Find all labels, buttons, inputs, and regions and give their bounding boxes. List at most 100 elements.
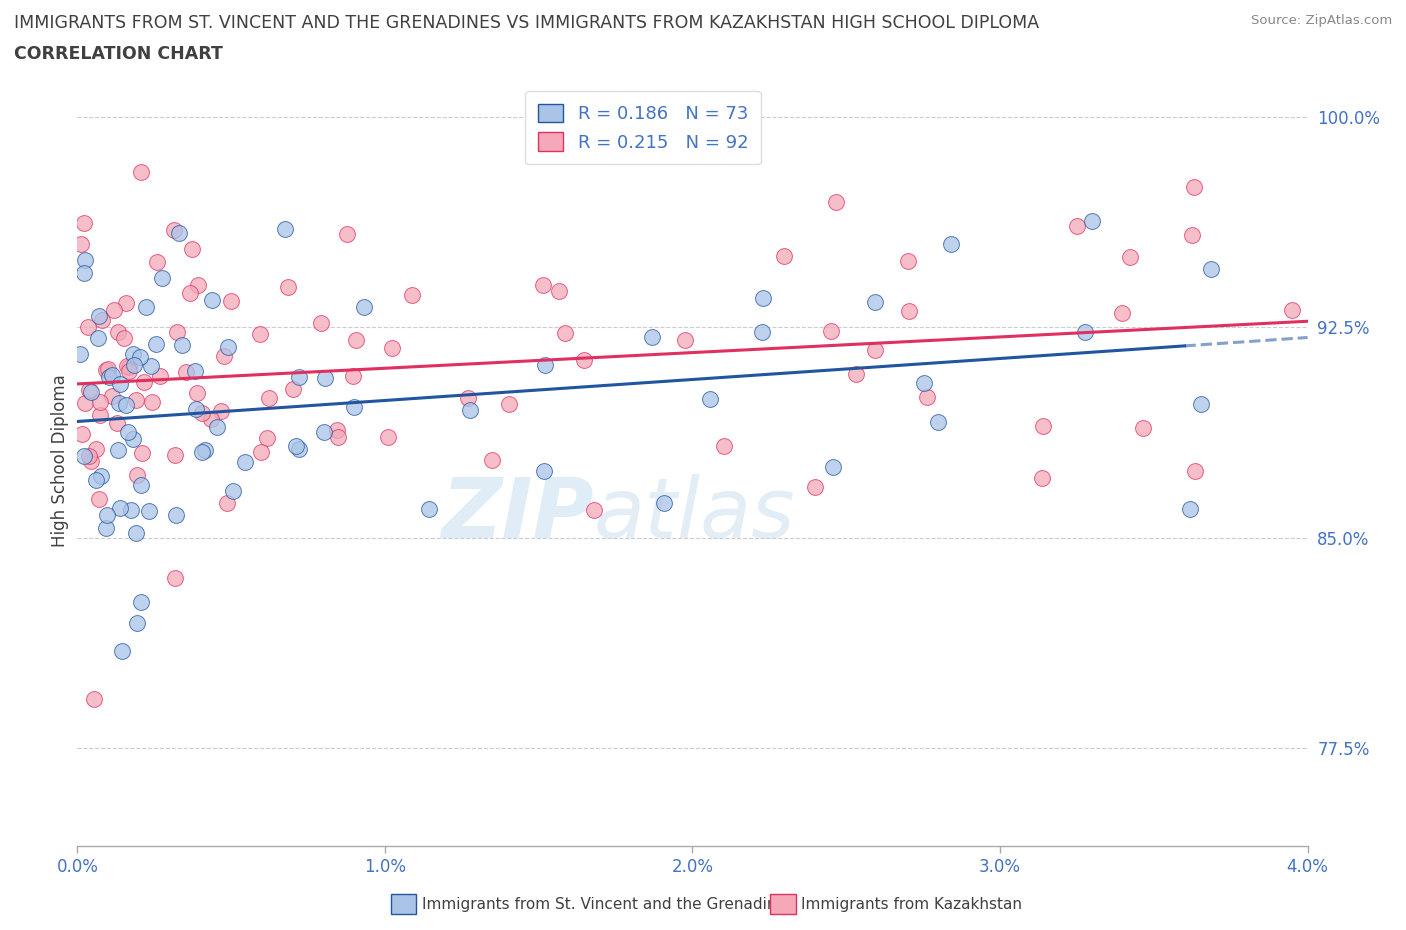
Point	[186, 277, 208, 292]
Point	[110, 500, 132, 515]
Point	[101, 367, 124, 382]
Point	[76, 320, 98, 335]
Point	[69, 347, 91, 362]
Point	[699, 392, 721, 406]
Point	[824, 194, 846, 209]
Point	[1199, 261, 1222, 276]
Point	[554, 326, 576, 341]
Point	[70, 427, 93, 442]
Point	[912, 376, 935, 391]
Point	[863, 294, 886, 309]
Point	[183, 364, 205, 379]
Point	[87, 331, 110, 346]
Point	[108, 395, 131, 410]
Point	[201, 293, 224, 308]
Point	[174, 365, 197, 379]
Point	[108, 377, 131, 392]
Point	[652, 496, 675, 511]
Point	[284, 439, 307, 454]
Point	[150, 270, 173, 285]
Point	[1189, 396, 1212, 411]
Point	[205, 419, 228, 434]
Point	[97, 370, 120, 385]
Point	[169, 226, 191, 241]
Point	[166, 324, 188, 339]
Point	[927, 414, 949, 429]
Point	[79, 385, 101, 400]
Point	[118, 364, 141, 379]
Point	[138, 503, 160, 518]
Point	[131, 445, 153, 460]
Point	[249, 326, 271, 341]
Point	[124, 392, 146, 407]
Point	[73, 216, 96, 231]
Point	[1182, 179, 1205, 194]
Point	[381, 340, 404, 355]
Point	[77, 382, 100, 397]
Point	[217, 339, 239, 354]
Legend: R = 0.186   N = 73, R = 0.215   N = 92: R = 0.186 N = 73, R = 0.215 N = 92	[526, 91, 761, 165]
Point	[128, 350, 150, 365]
Point	[281, 382, 304, 397]
Point	[190, 405, 212, 420]
Point	[257, 391, 280, 405]
Point	[97, 362, 120, 377]
Point	[641, 330, 664, 345]
Point	[107, 325, 129, 339]
Point	[209, 404, 232, 418]
Point	[107, 443, 129, 458]
Point	[87, 492, 110, 507]
Point	[1184, 463, 1206, 478]
Point	[344, 333, 367, 348]
Point	[121, 346, 143, 361]
Point	[75, 395, 97, 410]
Point	[326, 422, 349, 437]
Point	[200, 412, 222, 427]
Point	[572, 352, 595, 367]
Point	[139, 359, 162, 374]
Point	[141, 394, 163, 409]
Point	[821, 460, 844, 475]
Point	[314, 424, 336, 439]
Point	[214, 349, 236, 364]
Point	[752, 290, 775, 305]
Point	[145, 254, 167, 269]
Point	[897, 304, 920, 319]
Point	[820, 324, 842, 339]
Point	[163, 447, 186, 462]
Point	[1132, 420, 1154, 435]
Point	[548, 283, 571, 298]
Point	[105, 416, 128, 431]
Point	[129, 164, 152, 179]
Point	[673, 332, 696, 347]
Point	[314, 371, 336, 386]
Point	[274, 221, 297, 236]
Point	[481, 453, 503, 468]
Point	[309, 316, 332, 331]
Point	[69, 237, 91, 252]
Point	[90, 469, 112, 484]
Point	[915, 390, 938, 405]
Text: ZIP: ZIP	[441, 474, 595, 555]
Point	[120, 502, 142, 517]
Point	[751, 325, 773, 339]
Point	[110, 644, 132, 658]
Point	[184, 401, 207, 416]
Point	[533, 358, 555, 373]
Point	[122, 357, 145, 372]
Point	[194, 443, 217, 458]
Point	[179, 286, 201, 300]
Point	[772, 248, 794, 263]
Point	[336, 227, 359, 242]
Point	[1081, 214, 1104, 229]
Point	[149, 369, 172, 384]
Point	[256, 431, 278, 445]
Y-axis label: High School Diploma: High School Diploma	[51, 374, 69, 547]
Point	[353, 299, 375, 314]
Point	[73, 253, 96, 268]
Point	[863, 342, 886, 357]
Point	[89, 309, 111, 324]
Point	[129, 595, 152, 610]
Point	[533, 463, 555, 478]
Point	[117, 360, 139, 375]
